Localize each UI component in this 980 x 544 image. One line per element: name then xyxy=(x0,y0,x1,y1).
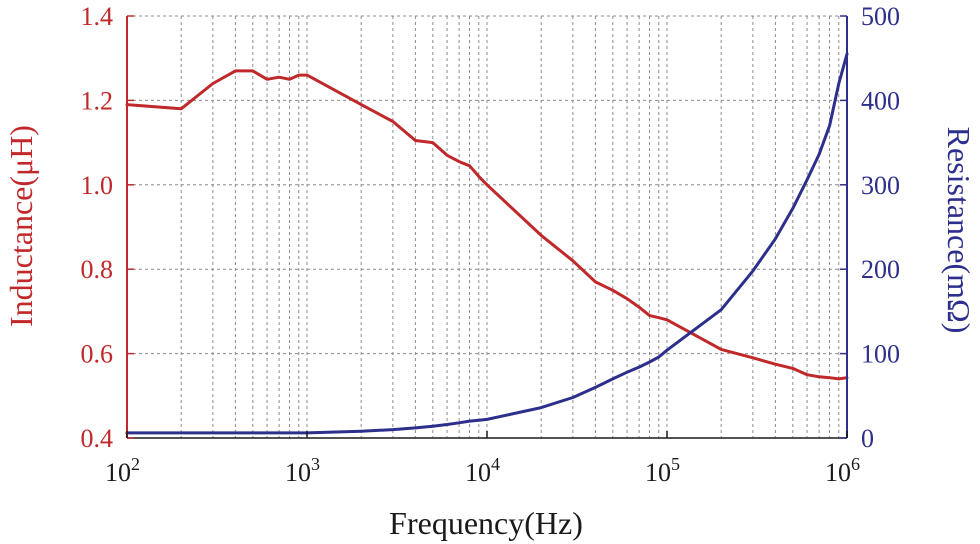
left-tick-label: 0.4 xyxy=(81,424,114,453)
x-tick-label: 105 xyxy=(645,454,680,487)
right-axis-title: Resistance(mΩ) xyxy=(941,127,977,334)
x-axis-title: Frequency(Hz) xyxy=(389,505,583,541)
right-tick-label: 0 xyxy=(861,424,874,453)
left-tick-label: 1.2 xyxy=(81,86,114,115)
right-tick-label: 100 xyxy=(861,340,900,369)
series-lines xyxy=(125,52,849,435)
x-tick-label: 103 xyxy=(285,454,320,487)
left-tick-label: 1.0 xyxy=(81,171,114,200)
right-tick-label: 300 xyxy=(861,171,900,200)
series-line-resistance xyxy=(125,52,849,435)
axes xyxy=(126,16,848,438)
left-tick-label: 0.6 xyxy=(81,340,114,369)
x-tick-label: 106 xyxy=(825,454,860,487)
right-tick-label: 200 xyxy=(861,255,900,284)
x-tick-label: 104 xyxy=(465,454,500,487)
left-tick-label: 0.8 xyxy=(81,255,114,284)
series-line-inductance xyxy=(125,69,849,381)
right-tick-label: 400 xyxy=(861,86,900,115)
left-tick-label: 1.4 xyxy=(81,2,114,31)
left-axis-title: Inductance(μH) xyxy=(3,125,39,327)
grid-lines xyxy=(127,15,847,439)
tick-labels: 0.4 0.6 0.8 1.0 1.2 1.4 0 100 200 300 400 500 102 103… xyxy=(81,2,901,487)
x-tick-label: 102 xyxy=(105,454,140,487)
right-tick-label: 500 xyxy=(861,2,900,31)
